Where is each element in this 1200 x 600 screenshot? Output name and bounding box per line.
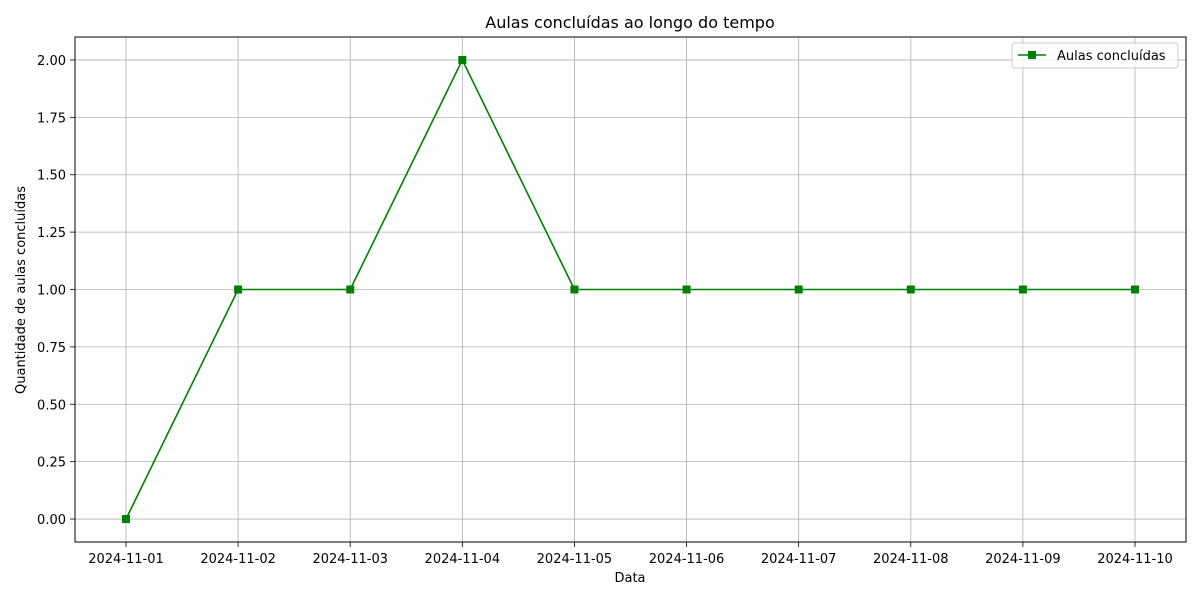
y-tick-label: 1.00 [37, 284, 66, 299]
x-axis-label: Data [614, 571, 645, 586]
x-axis-ticks: 2024-11-01 2024-11-02 2024-11-03 2024-11-04… [88, 542, 1173, 567]
y-tick-label: 2.00 [37, 54, 66, 69]
x-tick-label: 2024-11-07 [761, 552, 837, 567]
y-axis-label: Quantidade de aulas concluídas [14, 186, 29, 394]
data-point [1018, 285, 1027, 294]
series-line [125, 58, 1135, 520]
data-point [122, 515, 130, 524]
data-point [346, 285, 355, 294]
chart-title: Aulas concluídas ao longo do tempo [485, 13, 774, 32]
data-point [1131, 285, 1139, 294]
legend: Aulas concluídas [1011, 42, 1179, 69]
legend-marker [1028, 51, 1036, 59]
y-tick-label: 0.75 [37, 341, 66, 356]
y-tick-label: 0.00 [37, 513, 66, 528]
data-point [234, 285, 243, 294]
data-point [794, 285, 803, 294]
y-tick-label: 1.50 [37, 169, 66, 184]
data-point [682, 285, 691, 294]
series-layer [122, 55, 1139, 524]
x-tick-label: 2024-11-06 [649, 552, 725, 567]
y-tick-label: 1.75 [37, 111, 66, 126]
data-point [570, 285, 579, 294]
x-tick-label: 2024-11-02 [200, 552, 276, 567]
x-tick-label: 2024-11-03 [312, 552, 388, 567]
legend-box [1011, 42, 1179, 69]
x-tick-label: 2024-11-05 [537, 552, 613, 567]
x-tick-label: 2024-11-04 [425, 552, 501, 567]
legend-label: Aulas concluídas [1057, 49, 1166, 64]
grid [75, 37, 1186, 542]
x-tick-label: 2024-11-09 [985, 552, 1061, 567]
y-tick-label: 1.25 [37, 226, 66, 241]
x-tick-label: 2024-11-10 [1097, 552, 1173, 567]
data-point [906, 285, 915, 294]
data-point [458, 55, 467, 64]
x-tick-label: 2024-11-08 [873, 552, 949, 567]
x-tick-label: 2024-11-01 [88, 552, 164, 567]
y-tick-label: 0.50 [37, 398, 66, 413]
y-tick-label: 0.25 [37, 456, 66, 471]
y-axis-ticks: 0.00 0.25 0.50 0.75 1.00 1.25 1.50 1.75 2.00 [37, 54, 75, 528]
